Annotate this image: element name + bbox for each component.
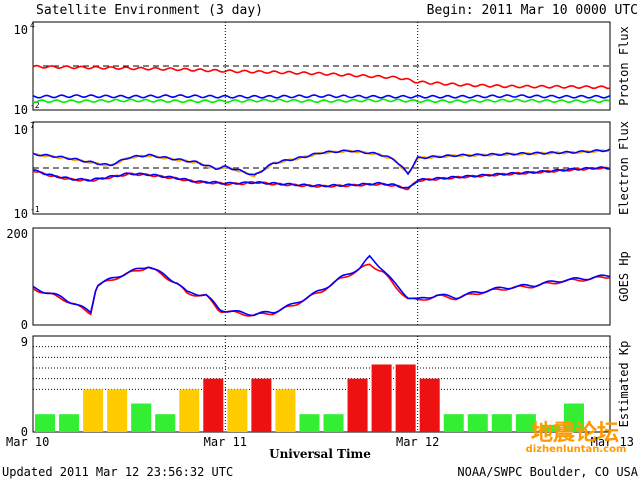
y-tick-bottom-exponent: -2 xyxy=(30,101,40,110)
watermark-chinese: 地震论坛 xyxy=(531,420,619,446)
credit-text: NOAA/SWPC Boulder, CO USA xyxy=(457,465,638,479)
kp-bar xyxy=(539,424,560,432)
begin-date: Begin: 2011 Mar 10 0000 UTC xyxy=(427,3,638,18)
series-line-blue xyxy=(32,166,610,189)
y-tick-label: 200 xyxy=(6,227,28,241)
y-tick-top-exponent: 4 xyxy=(30,21,35,30)
kp-bar xyxy=(467,414,488,432)
panel-ylabel: Proton Flux xyxy=(617,26,631,105)
kp-bar xyxy=(275,389,296,432)
y-tick-top: 10 xyxy=(14,123,28,137)
panel-proton: 10 410 -2 Proton Flux xyxy=(14,21,631,117)
x-tick-label: Mar 11 xyxy=(204,435,247,449)
kp-bar xyxy=(299,414,320,432)
kp-bar xyxy=(347,378,368,432)
kp-bar xyxy=(251,378,272,432)
x-axis: Mar 10 Mar 11 Mar 12 Mar 13 xyxy=(6,435,634,449)
y-tick-bottom: 10 xyxy=(14,207,28,221)
series-line-red xyxy=(32,64,611,90)
panel-ylabel: Estimated Kp xyxy=(617,341,631,428)
kp-bar xyxy=(83,389,104,432)
kp-bar xyxy=(131,403,152,432)
y-tick-top-exponent: 7 xyxy=(30,121,35,130)
chart-title: Satellite Environment (3 day) xyxy=(36,3,263,18)
kp-bar xyxy=(35,414,56,432)
y-tick-label: 9 xyxy=(21,335,28,349)
kp-bar xyxy=(419,378,440,432)
panel-ylabel: Electron Flux xyxy=(617,121,631,215)
kp-bar xyxy=(515,414,536,432)
panel-hp: 0 200 GOES Hp xyxy=(6,227,631,332)
watermark-url: dizhenluntan.com xyxy=(526,444,627,455)
series-line-blue xyxy=(32,254,611,317)
x-tick-label: Mar 10 xyxy=(6,435,49,449)
x-axis-label: Universal Time xyxy=(269,447,371,461)
kp-bar xyxy=(203,378,224,432)
updated-timestamp: Updated 2011 Mar 12 23:56:32 UTC xyxy=(2,465,233,479)
panel-electron: 10 710 -1 Electron Flux xyxy=(14,121,631,221)
kp-bar xyxy=(395,364,416,432)
panel-frame xyxy=(32,335,611,433)
kp-bar xyxy=(491,414,512,432)
series-line-blue xyxy=(32,148,611,176)
kp-bar xyxy=(227,389,248,432)
y-tick-label: 0 xyxy=(21,425,28,439)
x-tick-label: Mar 13 xyxy=(591,435,634,449)
kp-bar xyxy=(323,414,344,432)
y-tick-label: 0 xyxy=(21,318,28,332)
kp-bar xyxy=(563,403,584,432)
kp-bar xyxy=(155,414,176,432)
series-line-green xyxy=(33,98,611,104)
kp-bar xyxy=(371,364,392,432)
kp-bar xyxy=(59,414,80,432)
y-tick-bottom: 10 xyxy=(14,103,28,117)
panel-kp: 0 9 Estimated Kp xyxy=(21,335,631,439)
series-line-blue xyxy=(32,94,611,99)
kp-bar xyxy=(107,389,128,432)
y-tick-top: 10 xyxy=(14,23,28,37)
y-tick-bottom-exponent: -1 xyxy=(30,205,40,214)
kp-bar xyxy=(443,414,464,432)
panel-ylabel: GOES Hp xyxy=(617,251,631,302)
x-tick-label: Mar 12 xyxy=(396,435,439,449)
kp-bar xyxy=(179,389,200,432)
